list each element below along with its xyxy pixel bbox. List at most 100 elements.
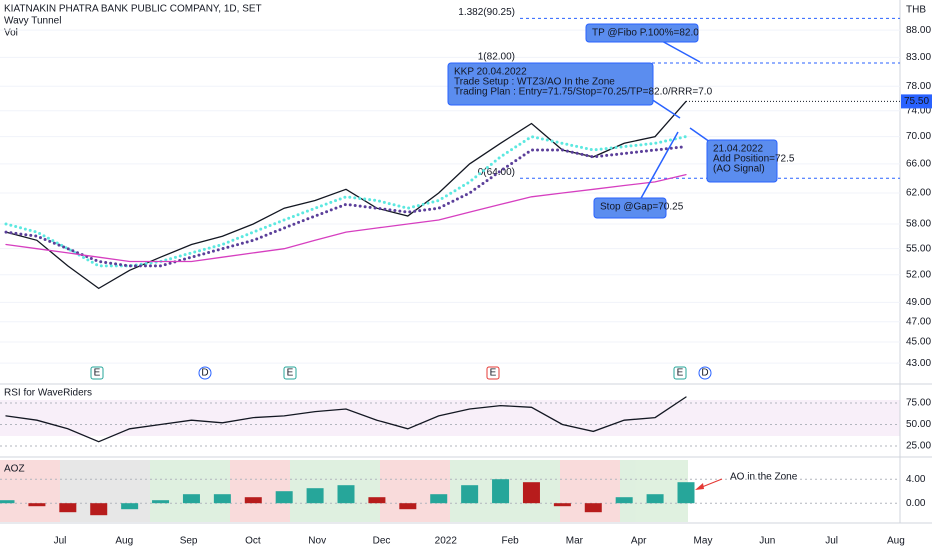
fib-label: 1(82.00) [478,52,515,63]
symbol-title: KIATNAKIN PHATRA BANK PUBLIC COMPANY, 1D… [4,4,262,15]
x-tick-label: Oct [245,536,261,547]
annotation-arrow [689,127,711,143]
y-tick-label: 70.00 [906,131,931,142]
x-tick-label: Jul [54,536,67,547]
series-line [4,135,688,268]
x-tick-label: Jun [759,536,775,547]
y-tick-label: 62.00 [906,188,931,199]
ao-bar [646,494,664,504]
ao-bar [306,488,324,504]
x-tick-label: Sep [180,536,198,547]
event-label: E [94,368,101,379]
event-label: E [677,368,684,379]
zone [620,460,688,522]
ao-bar [90,503,108,516]
indicator-label: Vol [4,28,18,39]
tp-text: TP @Fibo P.100%=82.0 [592,28,699,39]
zone [290,460,380,522]
zone [380,460,450,522]
ao-bar [615,497,633,504]
zone [0,460,60,522]
ao-bar [430,494,448,504]
event-label: E [490,368,497,379]
add-text: Add Position=72.5 [713,154,795,165]
annotation-arrow [659,39,701,63]
y-tick-label: 78.00 [906,81,931,92]
x-tick-label: Apr [631,536,647,547]
ao-bar [522,482,540,504]
setup-text: Trading Plan : Entry=71.75/Stop=70.25/TP… [454,87,713,98]
zone [150,460,230,522]
event-label: D [201,368,208,379]
ao-bar [337,485,355,504]
ao-bar [275,491,293,504]
x-tick-label: Dec [373,536,391,547]
zone [230,460,290,522]
ao-bar [28,503,46,507]
currency: THB [906,5,926,16]
ao-bar [584,503,602,513]
event-badge [486,366,500,380]
x-tick-label: Aug [115,536,133,547]
y-tick-label: 55.00 [906,243,931,254]
y-tick-label: 88.00 [906,25,931,36]
ao-bar [182,494,200,504]
x-tick-label: Mar [566,536,584,547]
series-line [5,396,687,443]
aoz-title: AOZ [4,464,25,475]
y-tick-label: 45.00 [906,337,931,348]
y-tick-label: 74.00 [906,105,931,116]
y-tick-label: 25.00 [906,441,931,452]
y-tick-label: 47.00 [906,316,931,327]
setup-text: Trade Setup : WTZ3/AO In the Zone [454,77,615,88]
event-badge [698,366,712,380]
ao-bar [553,503,571,507]
rsi-title: RSI for WaveRiders [4,388,92,399]
tp-box [585,23,699,43]
setup-text: KKP 20.04.2022 [454,67,527,78]
last-price-label: 75.50 [904,96,929,107]
ao-bar [213,494,231,504]
event-label: D [701,368,708,379]
add-box [706,139,778,183]
y-tick-label: 75.00 [906,398,931,409]
y-tick-label: 4.00 [906,474,926,485]
event-label: E [287,368,294,379]
y-tick-label: 52.00 [906,269,931,280]
ao-bar [368,497,386,504]
ao-bar [492,479,510,504]
ao-note: AO in the Zone [730,472,798,483]
event-badge [198,366,212,380]
x-tick-label: 2022 [435,536,458,547]
x-tick-label: Nov [308,536,326,547]
fib-label: 0(64.00) [478,167,515,178]
series-line [5,173,687,263]
y-tick-label: 58.00 [906,219,931,230]
add-text: 21.04.2022 [713,144,763,155]
event-badge [90,366,104,380]
y-tick-label: 50.00 [906,419,931,430]
y-tick-label: 49.00 [906,297,931,308]
ao-bar [677,482,695,504]
y-tick-label: 83.00 [906,52,931,63]
last-price-tag [901,94,932,109]
ao-bar [0,500,15,504]
x-tick-label: Aug [887,536,905,547]
y-tick-label: 0.00 [906,498,926,509]
ao-bar [59,503,77,513]
ao-bar [152,500,170,504]
ao-arrowhead [695,483,704,490]
ao-bar [244,497,262,504]
event-badge [673,366,687,380]
zone [560,460,620,522]
aoz-background [0,460,688,522]
y-tick-label: 66.00 [906,159,931,170]
series-line [5,100,687,290]
y-tick-label: 43.00 [906,358,931,369]
series-line [4,145,688,268]
stop-text: Stop @Gap=70.25 [600,202,684,213]
stop-box [593,197,667,219]
annotation-arrow [639,131,679,201]
x-tick-label: Jul [825,536,838,547]
